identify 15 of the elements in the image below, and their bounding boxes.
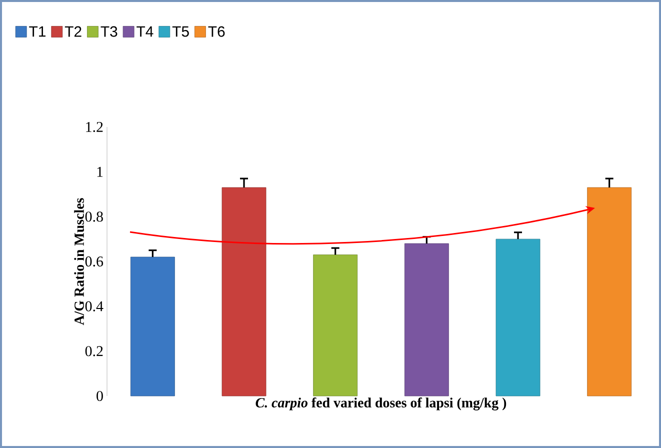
y-tick-label: 1 xyxy=(97,166,103,177)
y-tick-label: 0.8 xyxy=(85,212,103,222)
y-tick-label: 0.2 xyxy=(85,346,103,356)
legend-label: T5 xyxy=(172,26,189,37)
legend-label: T1 xyxy=(29,26,46,37)
y-axis-title: A/G Ratio in Muscles xyxy=(74,198,84,326)
legend-label: T4 xyxy=(136,26,154,37)
legend-label: T3 xyxy=(100,26,118,37)
legend-label: T6 xyxy=(208,26,225,37)
y-tick-label: 0.6 xyxy=(85,256,104,267)
x-axis-title: C. carpio fed varied doses of lapsi (mg/kg ) xyxy=(256,398,506,410)
y-tick-label: 1.2 xyxy=(86,122,103,132)
legend-label: T2 xyxy=(64,26,82,37)
y-tick-label: 0.4 xyxy=(85,301,104,312)
y-tick-label: 0 xyxy=(96,390,103,402)
